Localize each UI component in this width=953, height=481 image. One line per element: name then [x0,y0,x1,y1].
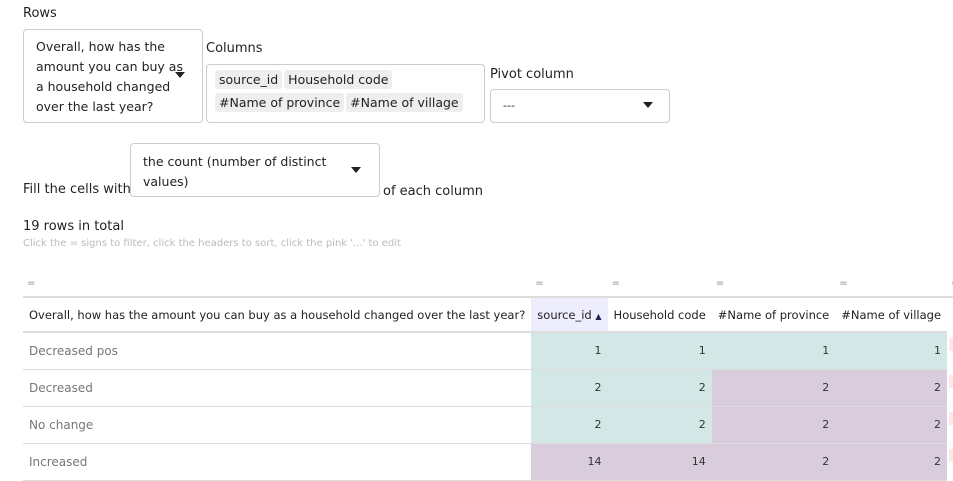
column-tag[interactable]: Household code [284,70,393,89]
table-cell: 2 [835,406,948,444]
table-cell: 2 [607,369,712,407]
filter-button[interactable]: = [23,270,532,298]
header-spacer [947,297,953,332]
column-header[interactable]: #Name of province [711,297,836,333]
edit-button[interactable]: ... [949,449,953,462]
fill-prefix: Fill the cells with [23,182,131,197]
column-header[interactable]: Household code [607,297,712,333]
row-label: No change [23,406,532,444]
rows-select[interactable]: Overall, how has the amount you can buy … [23,29,203,123]
table-cell: 2 [835,369,948,407]
table-cell: 1 [835,332,948,370]
table-cell: 1 [607,332,712,370]
fill-select-value: the count (number of distinct values) [143,154,327,189]
column-header[interactable]: Overall, how has the amount you can buy … [23,297,532,333]
edit-button[interactable]: ... [949,412,953,425]
table-cell: 2 [531,369,608,407]
table-cell: 2 [711,369,836,407]
column-tag[interactable]: source_id [215,70,283,89]
pivot-table: = = = = = = Overall, how has the amount … [23,270,953,481]
chevron-down-icon [175,72,185,78]
row-label: Increased [23,443,532,481]
filter-button[interactable]: = [607,270,712,298]
edit-button[interactable]: ... [949,338,953,351]
pivot-label: Pivot column [490,67,574,82]
chevron-down-icon [351,167,361,173]
column-tag[interactable]: #Name of village [346,93,463,112]
table-cell: 2 [531,406,608,444]
edit-button[interactable]: ... [949,375,953,388]
table-cell: 2 [711,406,836,444]
pivot-select-value: --- [503,99,515,112]
row-label: Decreased pos [23,332,532,370]
chevron-down-icon [643,102,653,108]
row-label: Decreased [23,369,532,407]
filter-button[interactable]: = [711,270,836,298]
fill-select[interactable]: the count (number of distinct values) [130,143,380,197]
row-count: 19 rows in total [23,219,124,234]
hint-text: Click the = signs to filter, click the h… [23,238,401,249]
table-cell: 14 [607,443,712,481]
table-cell: 14 [531,443,608,481]
rows-select-value: Overall, how has the amount you can buy … [36,39,183,114]
column-header[interactable]: #Name of village [835,297,948,333]
column-tag[interactable]: #Name of province [215,93,345,112]
table-cell: 1 [531,332,608,370]
rows-label: Rows [23,6,57,21]
header-label: source_id [537,307,592,322]
fill-suffix: of each column [383,184,484,199]
table-cell: 2 [835,443,948,481]
table-cell: 1 [711,332,836,370]
columns-select[interactable]: source_id Household code #Name of provinc… [206,64,485,123]
filter-button[interactable]: = [835,270,948,298]
filter-button[interactable]: = [947,270,953,298]
pivot-select[interactable]: --- [490,89,670,123]
table-cell: 2 [711,443,836,481]
table-cell: 2 [607,406,712,444]
column-header-sorted[interactable]: source_id ▲ [531,297,608,333]
columns-label: Columns [206,41,263,56]
filter-button[interactable]: = [531,270,608,298]
sort-asc-icon: ▲ [595,311,602,321]
